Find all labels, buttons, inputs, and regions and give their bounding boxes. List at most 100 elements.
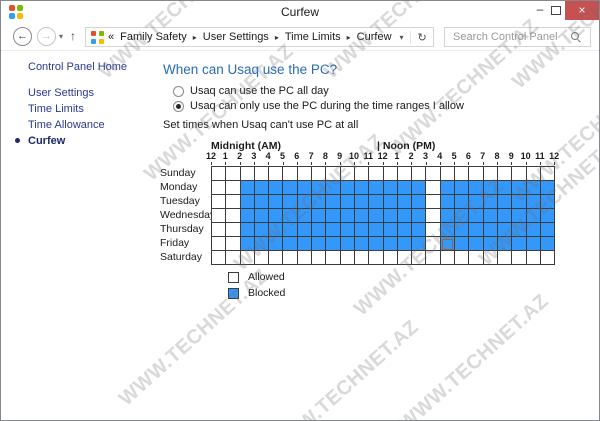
schedule-cell[interactable]	[312, 167, 327, 181]
schedule-cell[interactable]	[254, 237, 270, 251]
schedule-cell[interactable]	[326, 223, 341, 237]
schedule-cell[interactable]	[297, 251, 313, 265]
breadcrumb-overflow-chevron[interactable]: «	[108, 31, 115, 43]
schedule-cell[interactable]	[455, 181, 470, 195]
schedule-cell[interactable]	[526, 251, 541, 265]
schedule-cell[interactable]	[354, 195, 370, 209]
schedule-cell[interactable]	[240, 237, 255, 251]
schedule-cell[interactable]	[340, 209, 355, 223]
sidebar-item-time-allowance[interactable]: Time Allowance	[28, 119, 105, 131]
schedule-cell[interactable]	[412, 181, 427, 195]
schedule-cell[interactable]	[254, 209, 270, 223]
schedule-cell[interactable]	[426, 195, 441, 209]
schedule-cell[interactable]	[483, 167, 498, 181]
schedule-cell[interactable]	[369, 195, 384, 209]
schedule-cell[interactable]	[226, 237, 241, 251]
schedule-cell[interactable]	[326, 181, 341, 195]
schedule-cell[interactable]	[526, 209, 541, 223]
schedule-cell[interactable]	[369, 237, 384, 251]
schedule-cell[interactable]	[283, 209, 298, 223]
address-dropdown-icon[interactable]: ▾	[399, 32, 404, 42]
schedule-cell[interactable]	[369, 251, 384, 265]
schedule-cell[interactable]	[269, 209, 284, 223]
schedule-cell[interactable]	[412, 209, 427, 223]
schedule-cell[interactable]	[369, 223, 384, 237]
schedule-cell[interactable]	[383, 251, 398, 265]
schedule-cell[interactable]	[483, 209, 498, 223]
schedule-cell[interactable]	[326, 251, 341, 265]
schedule-cell[interactable]	[483, 181, 498, 195]
schedule-cell[interactable]	[469, 209, 484, 223]
schedule-cell[interactable]	[354, 167, 370, 181]
schedule-cell[interactable]	[512, 237, 527, 251]
schedule-cell[interactable]	[426, 223, 441, 237]
schedule-cell[interactable]	[254, 195, 270, 209]
schedule-cell[interactable]	[240, 195, 255, 209]
schedule-cell[interactable]	[383, 181, 398, 195]
schedule-cell[interactable]	[240, 167, 255, 181]
schedule-cell[interactable]	[212, 195, 227, 209]
schedule-cell[interactable]	[212, 167, 227, 181]
breadcrumb-item[interactable]: Family Safety	[120, 31, 187, 43]
schedule-cell[interactable]	[312, 195, 327, 209]
close-button[interactable]: ×	[565, 1, 599, 20]
schedule-cell[interactable]	[383, 167, 398, 181]
schedule-cell[interactable]	[455, 237, 470, 251]
schedule-cell[interactable]	[297, 209, 313, 223]
forward-button[interactable]: →	[37, 27, 56, 46]
schedule-cell[interactable]	[512, 209, 527, 223]
schedule-cell[interactable]	[440, 181, 456, 195]
maximize-button[interactable]	[551, 6, 561, 15]
schedule-cell[interactable]	[426, 181, 441, 195]
search-input[interactable]	[445, 28, 590, 46]
schedule-cell[interactable]	[512, 195, 527, 209]
schedule-cell[interactable]	[212, 223, 227, 237]
schedule-cell[interactable]	[412, 167, 427, 181]
schedule-cell[interactable]	[497, 195, 513, 209]
schedule-cell[interactable]	[455, 167, 470, 181]
schedule-cell[interactable]	[354, 209, 370, 223]
schedule-cell[interactable]	[354, 181, 370, 195]
breadcrumb-item[interactable]: Curfew	[356, 31, 392, 43]
schedule-cell[interactable]	[254, 251, 270, 265]
schedule-cell[interactable]	[540, 237, 556, 251]
schedule-cell[interactable]	[312, 181, 327, 195]
schedule-cell[interactable]	[412, 251, 427, 265]
schedule-cell[interactable]	[440, 209, 456, 223]
schedule-cell[interactable]	[469, 237, 484, 251]
schedule-cell[interactable]	[297, 223, 313, 237]
schedule-cell[interactable]	[469, 195, 484, 209]
schedule-cell[interactable]	[497, 223, 513, 237]
radio-selected-icon[interactable]	[173, 100, 184, 112]
schedule-cell[interactable]	[212, 181, 227, 195]
sidebar-item-curfew[interactable]: Curfew	[15, 135, 65, 148]
schedule-cell[interactable]	[426, 237, 441, 251]
schedule-cell[interactable]	[212, 209, 227, 223]
schedule-cell[interactable]	[397, 223, 413, 237]
schedule-cell[interactable]	[526, 167, 541, 181]
schedule-cell[interactable]	[269, 195, 284, 209]
schedule-cell[interactable]	[440, 251, 456, 265]
schedule-cell[interactable]	[340, 237, 355, 251]
schedule-cell[interactable]	[240, 223, 255, 237]
schedule-cell[interactable]	[412, 223, 427, 237]
schedule-cell[interactable]	[512, 167, 527, 181]
schedule-cell[interactable]	[497, 209, 513, 223]
schedule-cell[interactable]	[497, 181, 513, 195]
schedule-cell[interactable]	[455, 223, 470, 237]
schedule-cell[interactable]	[354, 223, 370, 237]
schedule-cell[interactable]	[297, 237, 313, 251]
schedule-cell[interactable]	[226, 251, 241, 265]
history-dropdown-icon[interactable]: ▾	[59, 32, 64, 41]
schedule-cell[interactable]	[226, 209, 241, 223]
schedule-cell[interactable]	[254, 181, 270, 195]
schedule-cell[interactable]	[369, 167, 384, 181]
schedule-cell[interactable]	[326, 237, 341, 251]
schedule-cell[interactable]	[469, 223, 484, 237]
schedule-cell[interactable]	[540, 209, 556, 223]
schedule-cell[interactable]	[283, 237, 298, 251]
sidebar-item-user-settings[interactable]: User Settings	[28, 87, 95, 99]
sidebar-item-control-panel-home[interactable]: Control Panel Home	[28, 61, 128, 73]
minimize-button[interactable]: –	[536, 2, 544, 16]
schedule-cell[interactable]	[540, 223, 556, 237]
